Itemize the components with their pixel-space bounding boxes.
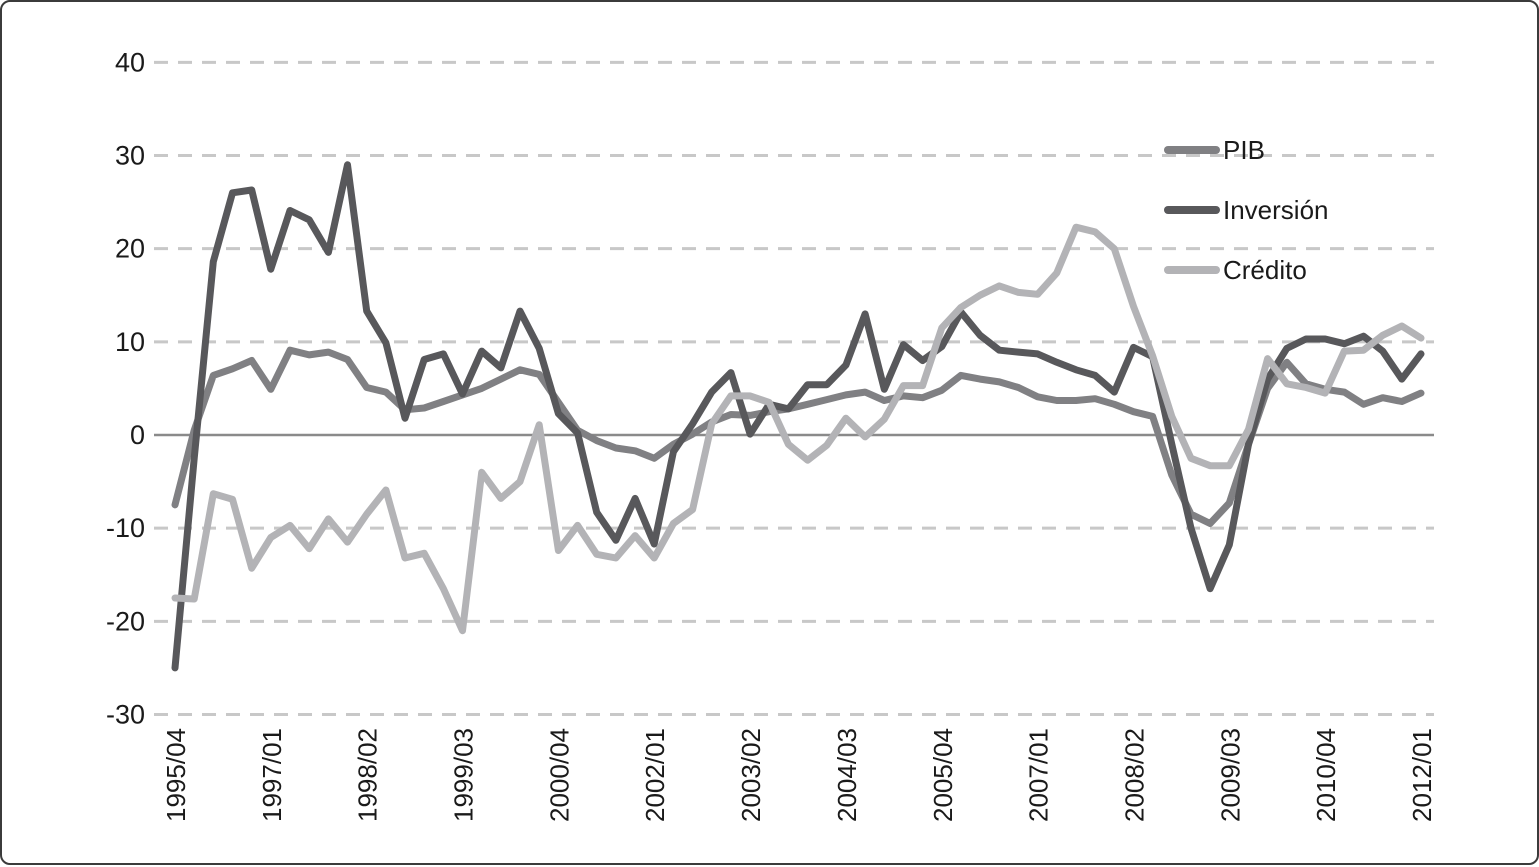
- legend-label-pib: PIB: [1223, 135, 1265, 165]
- x-tick-label-1997-01: 1997/01: [257, 728, 287, 822]
- x-tick-label-2012-01: 2012/01: [1407, 728, 1437, 822]
- inversion-line: [171, 161, 1425, 672]
- legend-label-credito: Crédito: [1223, 255, 1307, 285]
- x-tick-label-1999-03: 1999/03: [449, 728, 479, 822]
- gridlines: [154, 60, 1434, 717]
- y-tick-label-0: 0: [130, 420, 145, 450]
- y-tick-label-30: 30: [115, 140, 145, 170]
- y-tick-label--20: -20: [106, 606, 145, 636]
- y-tick-label--10: -10: [106, 513, 145, 543]
- inversion-line-swatch: [1164, 206, 1220, 214]
- y-axis-labels: 40 30 20 10 0 -10 -20 -30: [106, 47, 145, 729]
- y-tick-label-20: 20: [115, 234, 145, 264]
- legend-item-credito: Crédito: [1164, 256, 1329, 284]
- x-tick-label-2003-02: 2003/02: [736, 728, 766, 822]
- legend-label-inversion: Inversión: [1223, 195, 1329, 225]
- x-tick-label-1998-02: 1998/02: [353, 728, 383, 822]
- credito-line-swatch: [1164, 266, 1220, 274]
- pib-line-swatch: [1164, 146, 1220, 154]
- y-tick-label-10: 10: [115, 327, 145, 357]
- x-tick-label-2000-04: 2000/04: [544, 728, 574, 822]
- x-tick-label-2002-01: 2002/01: [640, 728, 670, 822]
- x-tick-label-2009-03: 2009/03: [1215, 728, 1245, 822]
- x-tick-label-2007-01: 2007/01: [1024, 728, 1054, 822]
- x-tick-label-2010-04: 2010/04: [1311, 728, 1341, 822]
- x-tick-label-1995-04: 1995/04: [161, 728, 191, 822]
- x-tick-label-2008-02: 2008/02: [1119, 728, 1149, 822]
- x-tick-label-2005-04: 2005/04: [928, 728, 958, 822]
- legend: PIB Inversión Crédito: [1164, 136, 1329, 284]
- pib-line: [171, 346, 1425, 527]
- x-tick-label-2004-03: 2004/03: [832, 728, 862, 822]
- y-tick-label--30: -30: [106, 700, 145, 730]
- legend-item-pib: PIB: [1164, 136, 1329, 164]
- credito-line: [171, 223, 1425, 635]
- legend-item-inversion: Inversión: [1164, 196, 1329, 224]
- x-axis-labels: 1995/04 1997/01 1998/02 1999/03 2000/04 2002/…: [161, 728, 1437, 822]
- y-tick-label-40: 40: [115, 47, 145, 77]
- series-lines: [171, 161, 1425, 672]
